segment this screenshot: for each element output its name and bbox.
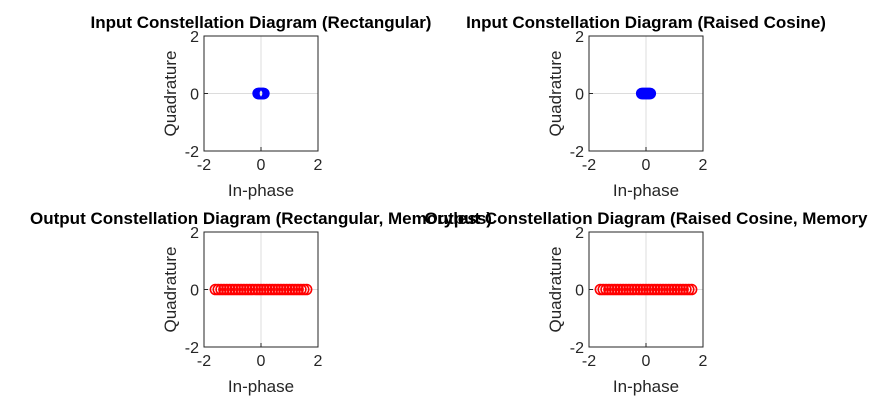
chart-title: Input Constellation Diagram (Rectangular…	[91, 13, 432, 32]
data-point	[300, 283, 313, 296]
y-tick-label: 2	[190, 29, 199, 46]
data-point	[685, 283, 698, 296]
y-tick-label: 0	[575, 87, 584, 104]
x-tick-label: 2	[699, 157, 708, 174]
x-tick-label: 0	[257, 353, 266, 370]
x-tick-label: -2	[582, 353, 596, 370]
x-axis-label: In-phase	[228, 377, 294, 396]
chart-title: Output Constellation Diagram (Raised Cos…	[424, 209, 868, 228]
x-axis-label: In-phase	[613, 181, 679, 200]
x-tick-label: 0	[642, 157, 651, 174]
chart-title: Output Constellation Diagram (Rectangula…	[30, 209, 492, 228]
x-tick-label: 0	[257, 157, 266, 174]
x-tick-label: 0	[642, 353, 651, 370]
y-tick-label: -2	[185, 144, 199, 161]
y-tick-label: 0	[575, 283, 584, 300]
y-tick-label: 2	[190, 225, 199, 242]
y-axis-label: Quadrature	[161, 247, 180, 333]
data-point	[644, 87, 657, 100]
subplot-1: -2 0 2 -2 0 2 In-phase Quadrature Input Constell…	[91, 13, 432, 200]
y-tick-label: -2	[570, 340, 584, 357]
x-tick-label: -2	[197, 353, 211, 370]
subplot-3: -2 0 2 -2 0 2 In-phase Quadrature Output Constel…	[30, 209, 492, 396]
x-tick-label: -2	[197, 157, 211, 174]
y-tick-label: 0	[190, 87, 199, 104]
y-tick-label: 2	[575, 29, 584, 46]
chart-title: Input Constellation Diagram (Raised Cosi…	[466, 13, 826, 32]
x-tick-label: 2	[699, 353, 708, 370]
y-axis-label: Quadrature	[546, 51, 565, 137]
y-axis-label: Quadrature	[546, 247, 565, 333]
y-axis-label: Quadrature	[161, 51, 180, 137]
y-tick-label: -2	[570, 144, 584, 161]
subplot-4: -2 0 2 -2 0 2 In-phase Quadrature Output Constel…	[424, 209, 868, 396]
subplot-2: -2 0 2 -2 0 2 In-phase Quadrature Input Constell…	[466, 13, 826, 200]
y-tick-label: 0	[190, 283, 199, 300]
x-tick-label: 2	[314, 353, 323, 370]
x-tick-label: 2	[314, 157, 323, 174]
data-point	[258, 87, 270, 100]
x-axis-label: In-phase	[613, 377, 679, 396]
y-tick-label: 2	[575, 225, 584, 242]
y-tick-label: -2	[185, 340, 199, 357]
x-axis-label: In-phase	[228, 181, 294, 200]
x-tick-label: -2	[582, 157, 596, 174]
